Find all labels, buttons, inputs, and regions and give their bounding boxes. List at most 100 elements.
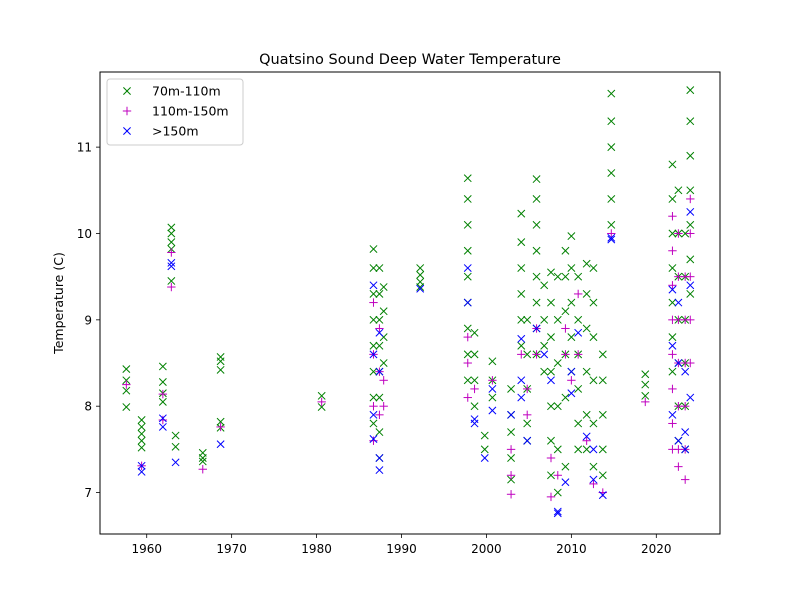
data-point (488, 357, 497, 366)
data-point (470, 376, 479, 385)
data-point (158, 397, 167, 406)
data-point (574, 445, 583, 454)
data-point (379, 283, 388, 291)
data-point (463, 332, 472, 342)
data-point (167, 223, 176, 232)
data-point (607, 233, 616, 242)
legend-box (106, 78, 244, 146)
data-point (517, 209, 526, 218)
data-point (317, 397, 326, 407)
data-point (607, 229, 616, 238)
data-point (523, 384, 532, 394)
data-point (589, 264, 598, 272)
data-point (553, 445, 562, 454)
series-2 (122, 194, 695, 502)
data-point (523, 315, 532, 324)
data-point (582, 410, 591, 419)
data-point (668, 194, 677, 203)
data-point (607, 235, 616, 244)
data-point (561, 393, 570, 402)
data-point (517, 238, 526, 247)
chart-title: Quatsino Sound Deep Water Temperature (259, 52, 561, 68)
data-point (641, 391, 650, 400)
data-point (463, 358, 472, 368)
legend-label: >150m (152, 124, 199, 139)
data-point (540, 281, 549, 290)
data-point (369, 401, 378, 411)
legend: 70m-110m 110m-150m >150m (106, 78, 244, 146)
data-point (589, 419, 598, 428)
data-point (137, 416, 146, 424)
data-point (517, 264, 526, 272)
data-point (379, 401, 388, 411)
data-point (463, 174, 472, 183)
data-point (463, 393, 472, 402)
y-tick-label: 9 (84, 313, 92, 327)
data-point (463, 350, 472, 359)
data-point (681, 367, 690, 376)
data-point (532, 175, 541, 184)
data-point (369, 393, 378, 402)
data-point (369, 367, 378, 376)
data-point (463, 220, 472, 229)
data-point (463, 264, 472, 272)
data-point (607, 194, 616, 203)
data-point (122, 365, 131, 374)
data-point (641, 397, 650, 407)
data-point (532, 298, 541, 307)
x-tick-label: 2020 (641, 542, 672, 556)
data-point (375, 410, 384, 420)
data-point (681, 229, 690, 238)
data-point (369, 315, 378, 324)
data-point (375, 367, 384, 376)
data-point (470, 419, 479, 428)
data-point (216, 417, 225, 426)
data-point (158, 422, 167, 431)
data-point (369, 341, 378, 350)
x-tick-label: 1980 (301, 542, 332, 556)
data-point (463, 298, 472, 307)
data-point (488, 406, 497, 415)
data-point (607, 220, 616, 229)
data-point (158, 389, 168, 399)
data-point (532, 246, 541, 255)
data-point (567, 389, 576, 398)
data-point (686, 117, 695, 126)
data-point (546, 492, 556, 502)
data-point (137, 429, 146, 438)
data-point (641, 380, 650, 389)
data-point (674, 186, 683, 195)
y-tick-label: 10 (77, 227, 92, 241)
data-point (567, 333, 576, 342)
data-point (379, 376, 388, 385)
data-point (122, 380, 131, 389)
data-point (589, 333, 598, 342)
data-point (553, 471, 562, 480)
x-tick-label: 1970 (216, 542, 247, 556)
data-point (506, 490, 516, 499)
data-point (547, 376, 555, 385)
data-point (158, 415, 168, 425)
plot-area: 1960 1970 1980 1990 2000 2010 2020 7 8 9 10 11 (77, 71, 721, 556)
data-point (506, 471, 516, 480)
data-point (375, 428, 384, 437)
data-point (582, 436, 591, 445)
data-point (480, 431, 489, 440)
data-point (463, 324, 472, 333)
data-point (686, 207, 695, 216)
data-point (369, 245, 378, 253)
data-point (686, 220, 695, 229)
data-point (506, 445, 516, 454)
data-point (369, 435, 378, 443)
data-point (523, 410, 532, 420)
data-point (574, 384, 583, 393)
data-point (686, 255, 695, 264)
data-point (171, 458, 180, 467)
y-tick-label: 11 (77, 141, 92, 155)
data-point (674, 298, 683, 307)
data-point (681, 428, 690, 437)
data-point (674, 436, 683, 445)
data-point (375, 328, 384, 337)
series-3 (137, 207, 695, 518)
